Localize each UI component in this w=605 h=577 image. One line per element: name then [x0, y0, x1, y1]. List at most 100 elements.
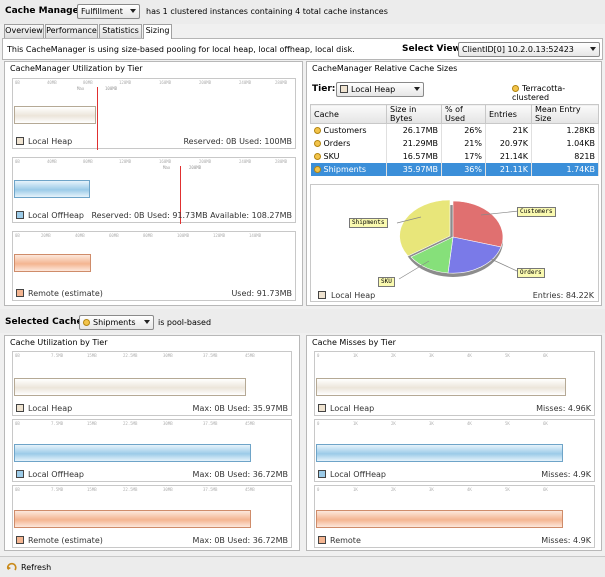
pie-entries: Entries: 84.22K [532, 291, 594, 300]
tier-label: Local Heap [28, 404, 73, 413]
size-cell: 26.17MB [386, 123, 442, 137]
pie-label-shipments: Shipments [349, 218, 388, 228]
misses-tier-local-offheap: 0 1K 2K 3K 4K 5K 6K Local OffHeap Misses: 4.9K [314, 419, 595, 482]
tier-label: Remote (estimate) [28, 536, 103, 545]
max-marker-label: Max [163, 165, 171, 170]
tier-local-heap: 0B 40MB 80MB 120MB 160MB 200MB 240MB 280MB Max … [12, 78, 296, 150]
tier-ruler: 0 1K 2K 3K 4K 5K 6K [317, 487, 548, 492]
tier-label: Remote (estimate) [28, 289, 103, 298]
clustered-dot-icon [313, 152, 321, 160]
pct-cell: 21% [441, 136, 486, 150]
tier-label: Local OffHeap [330, 470, 387, 479]
local-heap-swatch [318, 291, 326, 299]
size-cell: 35.97MB [386, 162, 442, 176]
offheap-usage-bar [14, 444, 251, 462]
tier-label: Remote [330, 536, 361, 545]
clustered-dot-icon [83, 319, 90, 326]
tier-ruler: 0B 7.5MB 15MB 22.5MB 30MB 37.5MB 45MB [15, 353, 255, 358]
tier-ruler: 0B 7.5MB 15MB 22.5MB 30MB 37.5MB 45MB [15, 421, 255, 426]
table-row[interactable]: Customers 26.17MB 26% 21K 1.28KB [310, 123, 599, 137]
max-marker-value: 200MB [189, 165, 202, 170]
clustered-label: Terracotta-clustered [512, 84, 566, 102]
refresh-icon [6, 562, 17, 571]
cache-manager-select[interactable]: Fulfillment [77, 4, 140, 19]
cache-sizes-table: Cache Size in Bytes % of Used Entries Me… [310, 104, 599, 176]
tab-label: Sizing [145, 26, 170, 35]
tier-label: Local Heap [28, 137, 73, 146]
table-row[interactable]: SKU 16.57MB 17% 21.14K 821B [310, 149, 599, 163]
tab-label: Performance [46, 26, 97, 35]
pie-chart-box: Customers Orders SKU Shipments Local Hea… [310, 184, 599, 302]
selected-cache-label: Selected Cache: [5, 317, 87, 327]
offheap-usage-bar [14, 180, 90, 198]
chevron-down-icon [130, 9, 136, 13]
column-header[interactable]: Size in Bytes [386, 104, 442, 124]
tab-overview[interactable]: Overview [4, 24, 44, 38]
column-header[interactable]: % of Used [441, 104, 486, 124]
tab-statistics[interactable]: Statistics [99, 24, 142, 38]
max-marker-label: Max [77, 86, 85, 91]
tier-ruler: 0 1K 2K 3K 4K 5K 6K [317, 421, 548, 426]
tier-ruler: 0B 40MB 80MB 120MB 160MB 200MB 240MB 280MB [15, 159, 288, 164]
max-marker-line [97, 87, 98, 150]
cache-tier-local-offheap: 0B 7.5MB 15MB 22.5MB 30MB 37.5MB 45MB Local Of… [12, 419, 292, 482]
remote-usage-bar [14, 254, 91, 272]
tier-remote: 0B 20MB 40MB 60MB 80MB 100MB 120MB 140MB Remote… [12, 231, 296, 301]
pie-slice-orders[interactable] [447, 236, 502, 274]
pie-slice-sku[interactable] [410, 236, 454, 274]
tier-stats: Max: 0B Used: 36.72MB [192, 470, 288, 479]
refresh-button[interactable]: Refresh [4, 560, 51, 575]
pie-slice-shipments[interactable] [399, 199, 451, 257]
column-header[interactable]: Cache [310, 104, 387, 124]
remote-swatch [16, 289, 24, 297]
selected-cache-value: Shipments [93, 318, 136, 327]
tab-sizing[interactable]: Sizing [143, 24, 172, 39]
pie-slice-customers[interactable] [452, 200, 504, 248]
tier-stats: Misses: 4.96K [536, 404, 591, 413]
callout-line-orders [490, 258, 518, 272]
clustered-dot-icon [512, 85, 519, 92]
tier-ruler: 0B 20MB 40MB 60MB 80MB 100MB 120MB 140MB [15, 233, 262, 238]
selected-cache-bar: Selected Cache: Shipments is pool-based [0, 309, 605, 333]
pie-chart [396, 199, 520, 280]
pie-label-orders: Orders [517, 268, 545, 278]
size-cell: 21.29MB [386, 136, 442, 150]
table-row-selected[interactable]: Shipments 35.97MB 36% 21.11K 1.74KB [310, 162, 599, 176]
cache-name-cell: SKU [310, 149, 387, 163]
mean-cell: 821B [531, 149, 599, 163]
offheap-misses-bar [316, 444, 563, 462]
panel-title: CacheManager Utilization by Tier [10, 64, 143, 73]
tier-label: Tier: [312, 84, 336, 94]
column-header[interactable]: Mean Entry Size [531, 104, 599, 124]
cache-manager-label: Cache Manager: [5, 6, 87, 16]
table-row[interactable]: Orders 21.29MB 21% 20.97K 1.04KB [310, 136, 599, 150]
misses-tier-remote: 0 1K 2K 3K 4K 5K 6K Remote Misses: 4.9K [314, 485, 595, 548]
entries-cell: 21K [485, 123, 532, 137]
tier-label: Local OffHeap [28, 470, 85, 479]
column-header[interactable]: Entries [485, 104, 532, 124]
select-view-value: ClientID[0] 10.2.0.13:52423 [462, 45, 574, 54]
misses-tier-local-heap: 0 1K 2K 3K 4K 5K 6K Local Heap Misses: 4.96K [314, 351, 595, 416]
size-cell: 16.57MB [386, 149, 442, 163]
cache-name-cell: Orders [310, 136, 387, 150]
refresh-label: Refresh [21, 563, 52, 572]
local-heap-swatch [318, 404, 326, 412]
panel-title: CacheManager Relative Cache Sizes [312, 64, 458, 73]
tier-ruler: 0 1K 2K 3K 4K 5K 6K [317, 353, 548, 358]
tier-select[interactable]: Local Heap [336, 82, 424, 97]
selected-cache-select[interactable]: Shipments [79, 315, 154, 330]
max-marker-value: 100MB [105, 86, 118, 91]
tier-label: Local OffHeap [28, 211, 85, 220]
cache-tier-local-heap: 0B 7.5MB 15MB 22.5MB 30MB 37.5MB 45MB Local He… [12, 351, 292, 416]
entries-cell: 20.97K [485, 136, 532, 150]
pct-cell: 26% [441, 123, 486, 137]
cache-name: SKU [323, 151, 340, 161]
clustered-dot-icon [313, 126, 321, 134]
remote-swatch [16, 536, 24, 544]
tab-label: Statistics [102, 26, 139, 35]
pie-tier-label: Local Heap [331, 291, 376, 300]
select-view-dropdown[interactable]: ClientID[0] 10.2.0.13:52423 [458, 42, 600, 57]
tier-local-offheap: 0B 40MB 80MB 120MB 160MB 200MB 240MB 280MB Max … [12, 157, 296, 224]
cache-name: Shipments [323, 164, 367, 174]
tab-performance[interactable]: Performance [45, 24, 98, 38]
